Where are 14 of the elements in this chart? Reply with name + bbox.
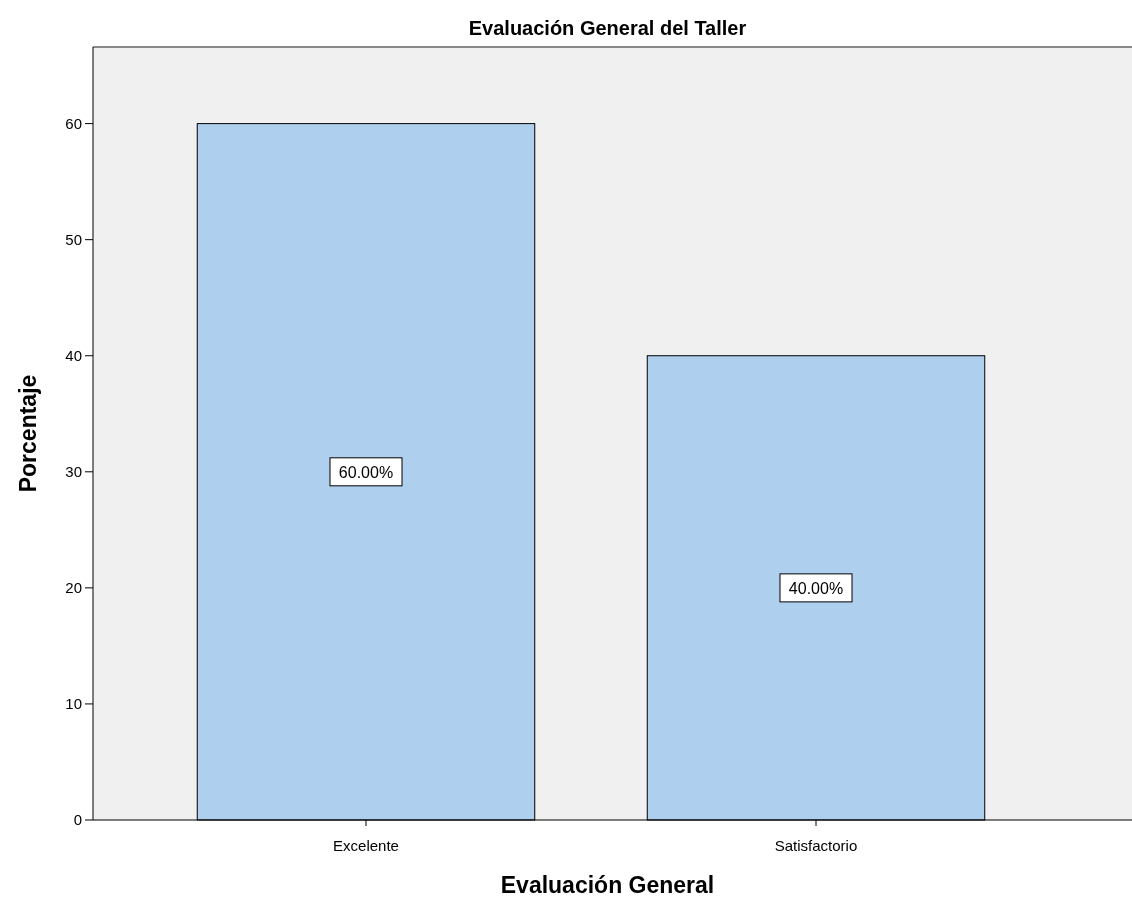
chart-title: Evaluación General del Taller bbox=[468, 17, 747, 39]
y-tick-label: 0 bbox=[73, 811, 82, 828]
data-label: 40.00% bbox=[788, 579, 844, 597]
y-tick-label: 40 bbox=[65, 346, 82, 364]
y-tick-label: 10 bbox=[65, 694, 82, 712]
x-tick-label: Satisfactorio bbox=[774, 837, 858, 854]
x-tick-label: Excelente bbox=[333, 837, 399, 854]
y-tick-label: 20 bbox=[65, 578, 82, 596]
data-label: 60.00% bbox=[338, 463, 394, 481]
y-tick-label: 30 bbox=[65, 462, 82, 480]
x-axis-title: Evaluación General bbox=[500, 872, 715, 898]
y-tick-label: 50 bbox=[65, 230, 82, 248]
y-tick-label: 60 bbox=[65, 114, 82, 132]
y-axis-title: Porcentaje bbox=[15, 374, 41, 493]
